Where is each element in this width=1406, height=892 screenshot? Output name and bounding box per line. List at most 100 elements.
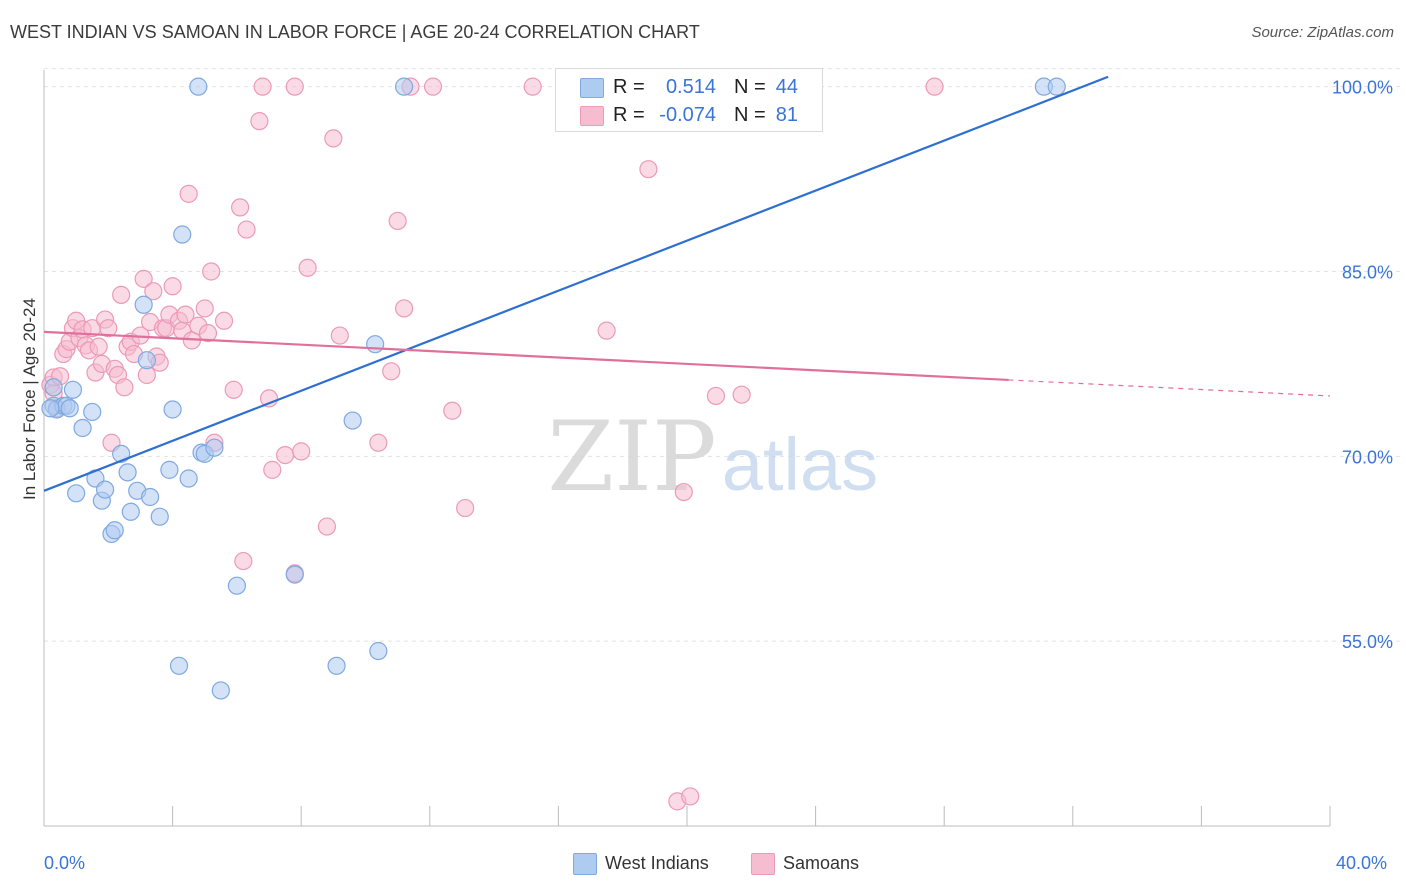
west-indians-point	[1047, 77, 1066, 96]
n-label: N =	[734, 104, 766, 126]
west-indians-point	[163, 400, 182, 419]
west-indians-point	[366, 335, 385, 354]
samoans-point	[115, 378, 134, 397]
samoans-point	[237, 220, 256, 239]
samoans-point	[732, 385, 751, 404]
source-label: Source: ZipAtlas.com	[1251, 24, 1394, 41]
west-indians-point	[150, 507, 169, 526]
west-indians-swatch	[580, 78, 604, 98]
r-label: R =	[613, 104, 645, 126]
west-indians-point	[73, 418, 92, 438]
samoans-point	[234, 551, 253, 571]
samoans-trend-line	[43, 330, 1009, 382]
samoans-point	[925, 77, 944, 96]
west-indians-point	[343, 411, 362, 430]
samoans-point	[298, 258, 317, 277]
samoans-point	[317, 517, 337, 536]
samoans-point	[382, 362, 401, 381]
watermark-atlas: atlas	[722, 423, 878, 506]
west-indians-point	[327, 656, 346, 675]
samoans-point	[639, 160, 658, 179]
samoans-point	[706, 386, 726, 406]
samoans-point	[99, 319, 118, 338]
samoans-point	[285, 77, 304, 96]
samoans-swatch	[580, 106, 604, 126]
watermark: ZIP atlas	[547, 401, 878, 513]
west-indians-point	[105, 521, 124, 540]
samoans-point	[369, 433, 388, 452]
west-indians-point	[83, 402, 102, 422]
samoans-point	[89, 337, 108, 356]
samoans-point	[394, 299, 414, 318]
x-tick-max: 40.0%	[1336, 853, 1388, 873]
samoans-point	[214, 311, 234, 330]
y-tick-label: 70.0%	[1342, 447, 1393, 467]
samoans-point	[144, 282, 163, 301]
west-indians-point	[160, 460, 179, 479]
samoans-point	[224, 380, 243, 399]
samoans-point	[292, 442, 311, 461]
samoans-point	[423, 77, 443, 96]
west-indians-point	[173, 225, 192, 244]
trend-lines	[43, 75, 1331, 492]
x-tick-min: 0.0%	[44, 853, 86, 873]
west-indians-point	[227, 576, 246, 595]
west-indians-point	[118, 463, 137, 482]
samoans-point	[388, 211, 407, 231]
samoans-point	[198, 323, 218, 343]
west-indians-point	[60, 399, 79, 418]
west-indians-point	[44, 378, 63, 397]
samoans-point	[330, 326, 349, 345]
west-indians-point	[137, 351, 156, 370]
stats-row-west-indians: R = 0.514 N = 44	[556, 73, 822, 101]
west-indians-point	[95, 480, 115, 499]
stats-row-samoans: R = -0.074 N = 81	[556, 101, 822, 129]
x-axis	[43, 70, 1331, 827]
west-indians-point	[369, 641, 388, 661]
samoans-point	[263, 460, 282, 479]
west-indians-point	[394, 77, 414, 96]
samoans-point	[276, 445, 295, 465]
samoans-point	[597, 321, 616, 340]
samoans-point	[163, 277, 182, 296]
west-indians-point	[285, 565, 304, 584]
chart-title: WEST INDIAN VS SAMOAN IN LABOR FORCE | A…	[10, 22, 700, 42]
y-axis-title: In Labor Force | Age 20-24	[20, 298, 39, 500]
legend-swatch-blue	[573, 853, 597, 875]
west-indians-point	[205, 438, 224, 457]
samoans-point	[253, 77, 272, 96]
n-value: 44	[775, 76, 798, 98]
west-indians-point	[211, 681, 230, 700]
correlation-stats-box: R = 0.514 N = 44 R = -0.074 N = 81	[555, 68, 823, 132]
r-label: R =	[613, 76, 645, 98]
legend-label: West Indians	[605, 853, 709, 873]
west-indians-point	[134, 295, 153, 314]
n-label: N =	[734, 76, 766, 98]
west-indians-point	[63, 380, 83, 399]
legend-label: Samoans	[783, 853, 860, 873]
samoans-point	[324, 129, 343, 148]
west-indians-point	[41, 399, 60, 418]
r-value: 0.514	[665, 76, 716, 98]
samoans-point	[176, 305, 195, 324]
samoans-point	[202, 262, 221, 281]
west-indians-point	[140, 487, 160, 507]
west-indians-trend-line	[43, 75, 1109, 492]
samoans-point	[195, 299, 214, 318]
y-tick-label: 85.0%	[1342, 262, 1393, 282]
y-tick-labels: 100.0% 85.0% 70.0% 55.0%	[1332, 78, 1393, 653]
samoans-point	[443, 401, 462, 420]
samoans-point	[231, 198, 250, 217]
n-value: 81	[775, 104, 798, 126]
samoans-point	[112, 285, 131, 304]
samoans-point	[250, 112, 269, 131]
west-indians-point	[179, 469, 198, 488]
legend-swatch-pink	[751, 853, 775, 875]
y-tick-label: 55.0%	[1342, 632, 1393, 652]
west-indians-point	[169, 656, 189, 675]
y-tick-label: 100.0%	[1332, 78, 1393, 98]
samoans-point	[674, 482, 693, 502]
scatter-points	[41, 77, 1066, 811]
samoans-point	[179, 184, 198, 203]
